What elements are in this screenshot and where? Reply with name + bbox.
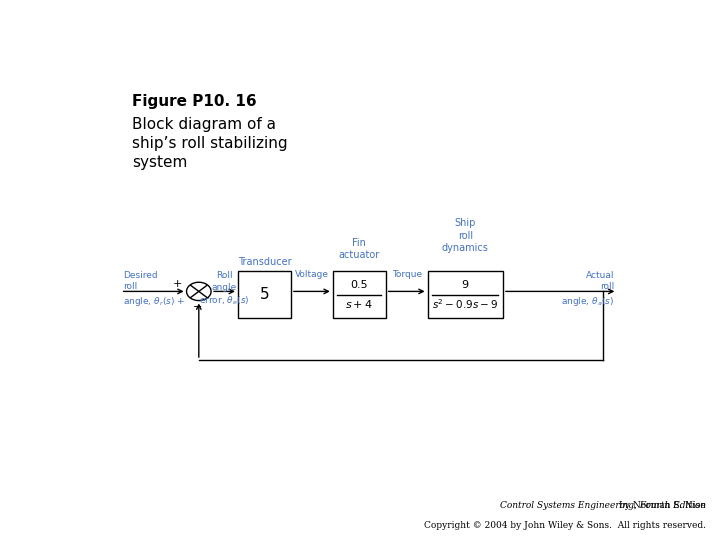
Text: Actual
roll
angle, $\theta_a(s)$: Actual roll angle, $\theta_a(s)$ xyxy=(562,271,615,308)
Text: Ship
roll
dynamics: Ship roll dynamics xyxy=(442,218,489,253)
Text: 9: 9 xyxy=(462,280,469,291)
Text: 0.5: 0.5 xyxy=(351,280,368,291)
Bar xyxy=(428,271,503,319)
Text: Block diagram of a
ship’s roll stabilizing
system: Block diagram of a ship’s roll stabilizi… xyxy=(132,117,287,170)
Text: Voltage: Voltage xyxy=(294,270,329,279)
Text: −: − xyxy=(192,302,202,312)
Text: Torque: Torque xyxy=(392,270,422,279)
Bar xyxy=(238,271,291,319)
Text: $s^2-0.9s-9$: $s^2-0.9s-9$ xyxy=(432,297,498,310)
Text: +: + xyxy=(173,279,182,289)
Text: by Norman S. Nise: by Norman S. Nise xyxy=(438,501,706,510)
Text: Fin
actuator: Fin actuator xyxy=(338,238,380,260)
Text: 5: 5 xyxy=(260,287,269,302)
Text: Transducer: Transducer xyxy=(238,257,291,267)
Bar xyxy=(333,271,386,319)
Text: Desired
roll
angle, $\theta_r(s)$ +: Desired roll angle, $\theta_r(s)$ + xyxy=(124,271,186,308)
Circle shape xyxy=(186,282,211,301)
Text: Copyright © 2004 by John Wiley & Sons.  All rights reserved.: Copyright © 2004 by John Wiley & Sons. A… xyxy=(423,521,706,530)
Text: Figure P10. 16: Figure P10. 16 xyxy=(132,94,256,109)
Text: Roll
angle
error, $\theta_e(s)$: Roll angle error, $\theta_e(s)$ xyxy=(199,271,250,307)
Text: $s+4$: $s+4$ xyxy=(346,298,373,309)
Text: Control Systems Engineering, Fourth Edition: Control Systems Engineering, Fourth Edit… xyxy=(500,501,706,510)
